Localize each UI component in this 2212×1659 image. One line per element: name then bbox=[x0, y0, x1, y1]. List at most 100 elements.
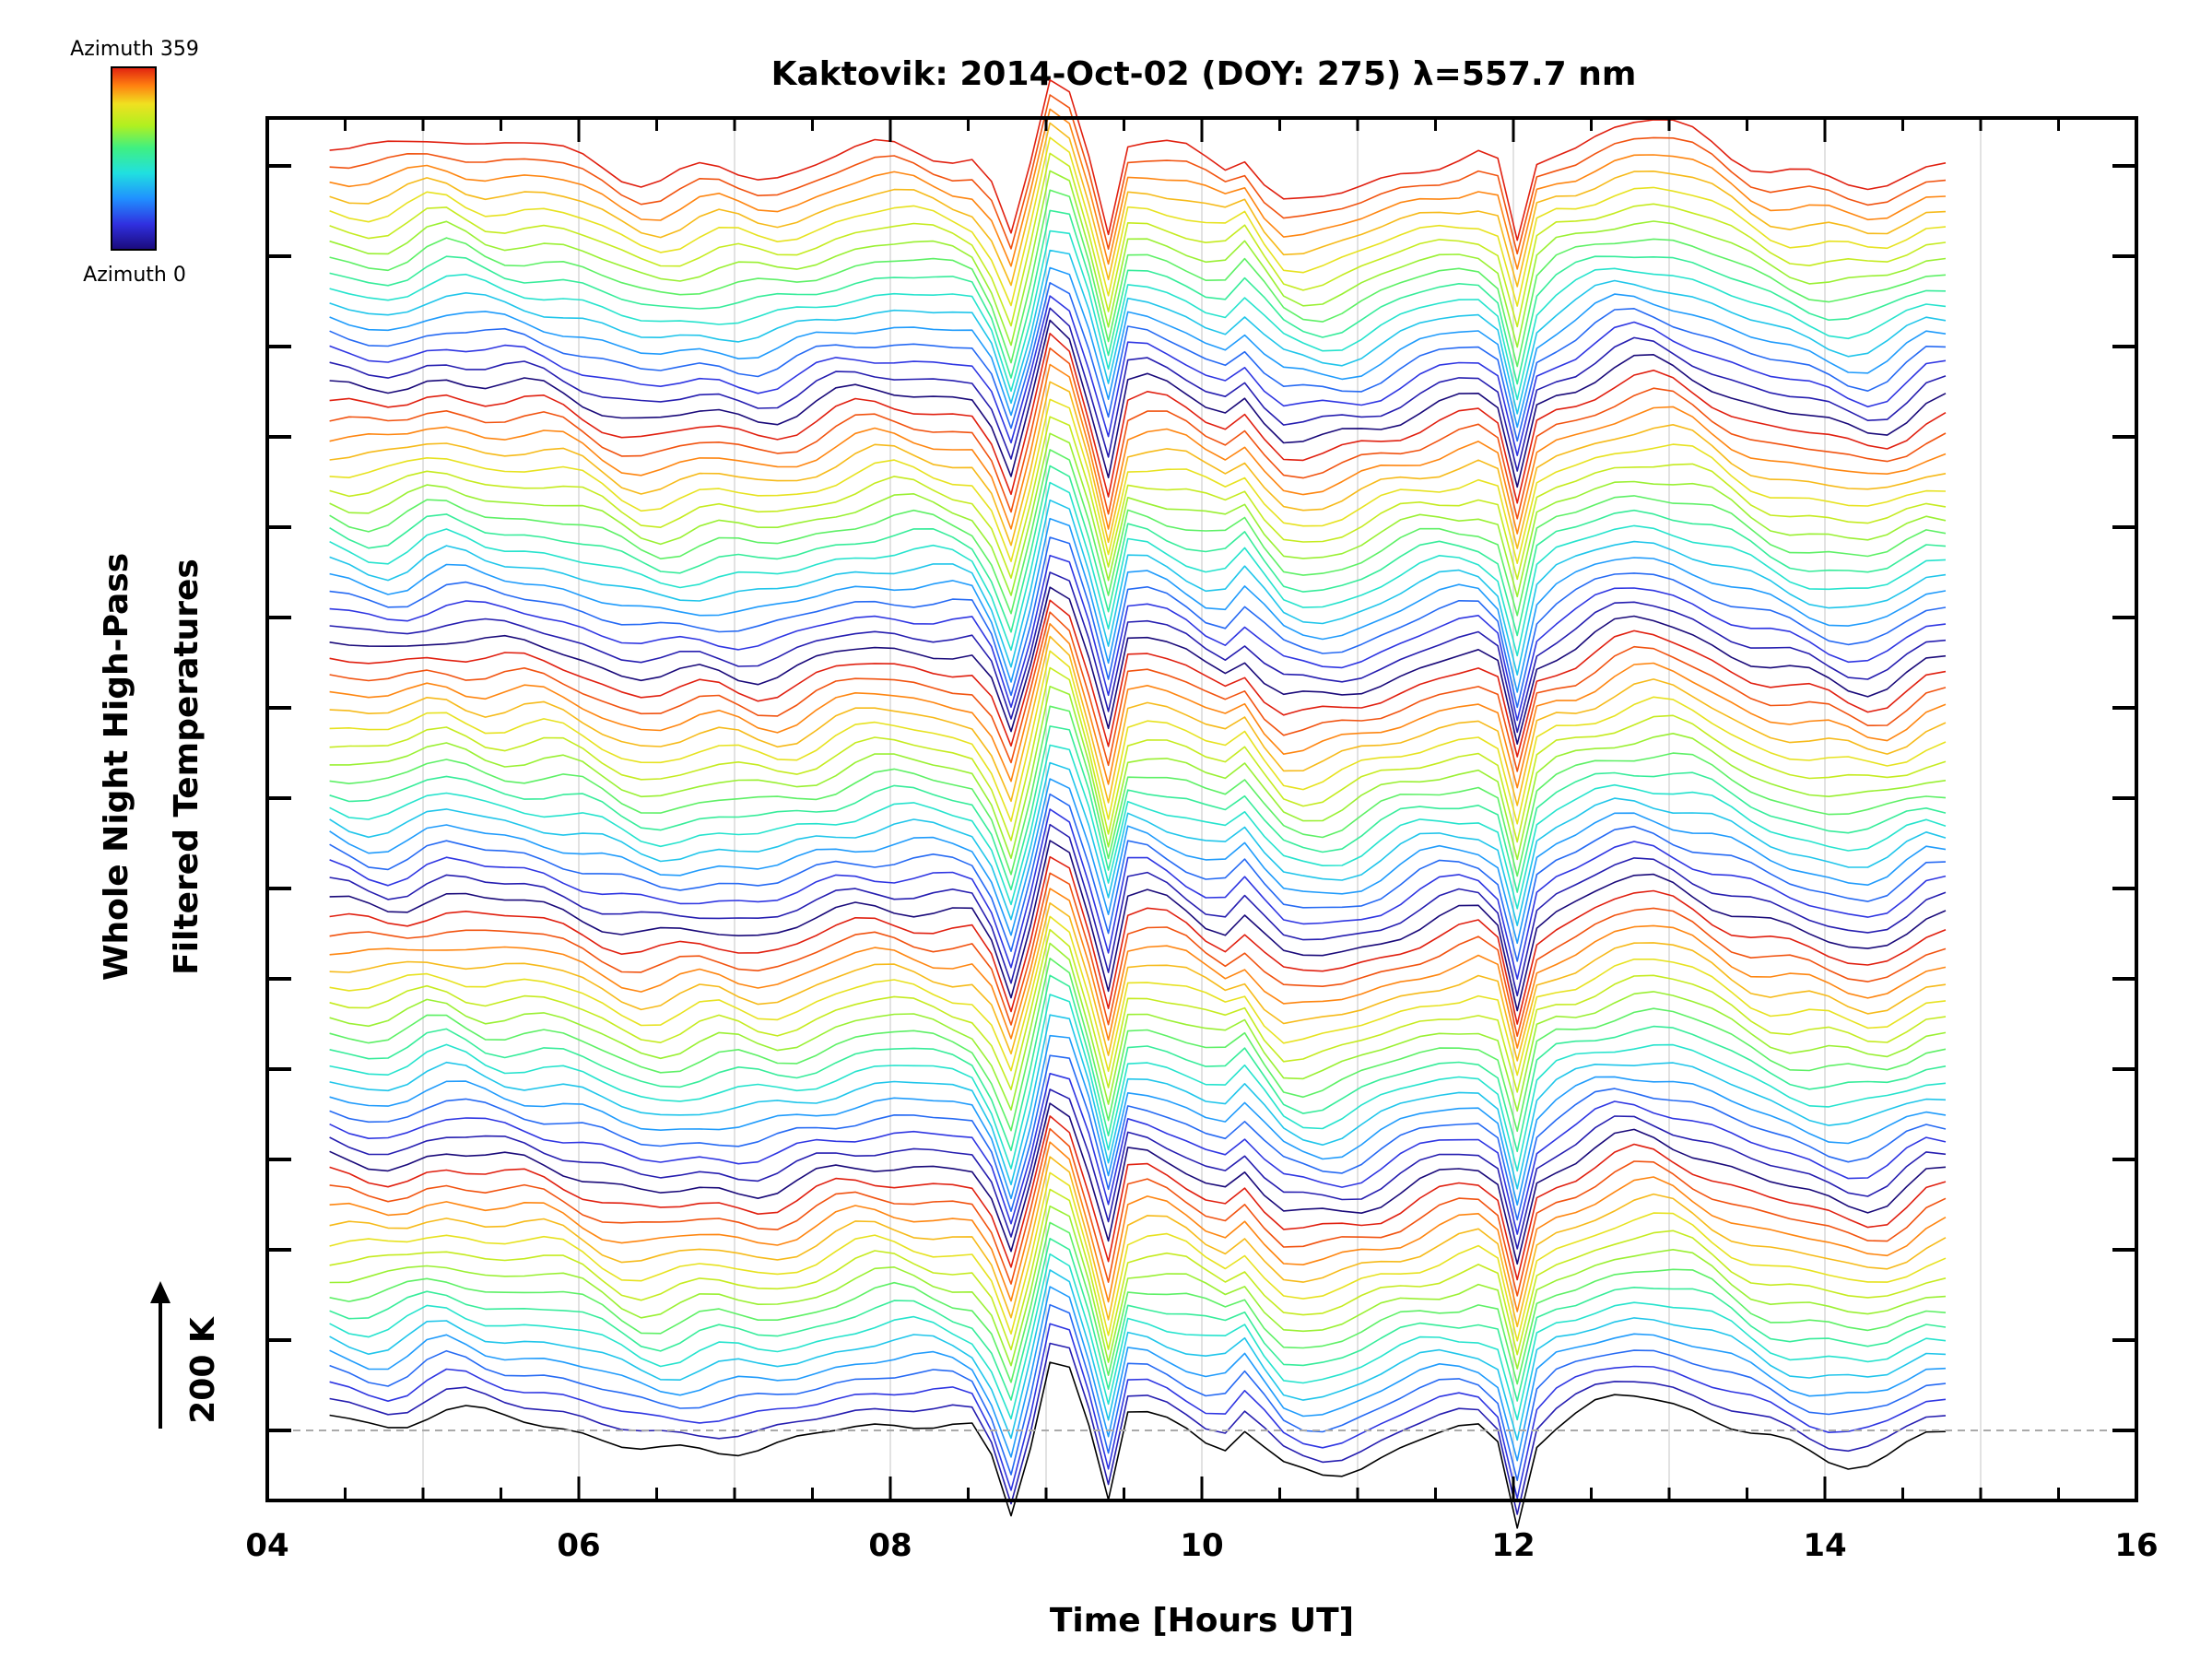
series-line bbox=[329, 333, 1947, 504]
series-line bbox=[329, 1156, 1947, 1328]
plot-area: 04 06 08 10 12 14 16 bbox=[245, 79, 2159, 1564]
series-line bbox=[329, 465, 1947, 637]
series-line bbox=[329, 1303, 1947, 1481]
series-line bbox=[329, 108, 1947, 270]
series-line bbox=[329, 725, 1947, 893]
series-line bbox=[329, 666, 1947, 843]
series-line bbox=[329, 517, 1947, 693]
y-axis-label-line1: Whole Night High-Pass bbox=[98, 553, 135, 981]
series-line bbox=[329, 432, 1947, 598]
series-line bbox=[329, 1171, 1947, 1342]
series-line bbox=[329, 282, 1947, 442]
series-line bbox=[329, 855, 1947, 1025]
series-line bbox=[329, 915, 1947, 1077]
series-line bbox=[329, 808, 1947, 980]
series-line bbox=[329, 416, 1947, 581]
series-line bbox=[329, 347, 1947, 520]
series-line bbox=[329, 888, 1947, 1049]
series-line bbox=[329, 152, 1947, 328]
x-tick-label: 04 bbox=[245, 1527, 288, 1564]
series-line bbox=[329, 295, 1947, 456]
x-tick-label: 12 bbox=[1491, 1527, 1535, 1564]
colorbar bbox=[111, 66, 157, 251]
series-line bbox=[329, 1286, 1947, 1462]
series-line bbox=[329, 599, 1947, 758]
series-line bbox=[329, 778, 1947, 945]
series-line bbox=[329, 586, 1947, 745]
series-line bbox=[329, 994, 1947, 1172]
series-line bbox=[329, 1127, 1947, 1297]
series-line bbox=[329, 209, 1947, 385]
series-line bbox=[329, 266, 1947, 429]
scale-bar: 200 K bbox=[150, 1281, 222, 1429]
series-line bbox=[329, 1141, 1947, 1312]
series-line bbox=[329, 623, 1947, 789]
series-line bbox=[329, 381, 1947, 549]
series-line bbox=[329, 94, 1947, 255]
series-line bbox=[329, 249, 1947, 415]
series-line bbox=[329, 499, 1947, 676]
series-line bbox=[329, 319, 1947, 488]
series-line bbox=[329, 122, 1947, 288]
series-line bbox=[329, 611, 1947, 772]
series-line bbox=[329, 136, 1947, 307]
axis-ticks: 04 06 08 10 12 14 16 bbox=[245, 118, 2159, 1564]
series-line bbox=[329, 536, 1947, 709]
series-line bbox=[329, 1221, 1947, 1385]
series-line bbox=[329, 974, 1947, 1153]
series-line bbox=[329, 902, 1947, 1062]
series-line bbox=[329, 1361, 1947, 1529]
series-line bbox=[329, 170, 1947, 348]
series-line bbox=[329, 928, 1947, 1093]
series-line bbox=[329, 958, 1947, 1133]
x-tick-label: 10 bbox=[1180, 1527, 1223, 1564]
series-line bbox=[329, 705, 1947, 877]
series-line bbox=[329, 1342, 1947, 1515]
series-line bbox=[329, 840, 1947, 1012]
series-line bbox=[329, 1115, 1947, 1281]
series-line bbox=[329, 823, 1947, 997]
scale-bar-label: 200 K bbox=[184, 1316, 222, 1424]
colorbar-bottom-label: Azimuth 0 bbox=[83, 264, 186, 287]
series-line bbox=[329, 635, 1947, 806]
x-tick-label: 16 bbox=[2114, 1527, 2158, 1564]
series-line bbox=[329, 1205, 1947, 1370]
chart-title: Kaktovik: 2014-Oct-02 (DOY: 275) λ=557.7… bbox=[771, 55, 1637, 93]
x-tick-label: 14 bbox=[1803, 1527, 1846, 1564]
series-line bbox=[329, 942, 1947, 1112]
series-line bbox=[329, 79, 1947, 241]
series-line bbox=[329, 1238, 1947, 1402]
colorbar-top-label: Azimuth 359 bbox=[70, 38, 199, 61]
series-line bbox=[329, 761, 1947, 926]
series-line bbox=[329, 307, 1947, 472]
series-line bbox=[329, 571, 1947, 734]
series-line bbox=[329, 449, 1947, 617]
series-line bbox=[329, 744, 1947, 910]
x-tick-label: 08 bbox=[868, 1527, 912, 1564]
series-line bbox=[329, 363, 1947, 535]
series-line bbox=[329, 481, 1947, 657]
series-line bbox=[329, 1014, 1947, 1190]
series-group bbox=[329, 79, 1947, 1529]
series-line bbox=[329, 398, 1947, 564]
series-line bbox=[329, 872, 1947, 1037]
series-line bbox=[329, 1088, 1947, 1250]
series-line bbox=[329, 229, 1947, 401]
y-axis-label-line2: Filtered Temperatures bbox=[168, 559, 206, 975]
series-line bbox=[329, 1034, 1947, 1206]
series-line bbox=[329, 1323, 1947, 1500]
series-line bbox=[329, 793, 1947, 962]
series-line bbox=[329, 1073, 1947, 1235]
series-line bbox=[329, 1054, 1947, 1221]
series-line bbox=[329, 650, 1947, 825]
series-line bbox=[329, 1269, 1947, 1441]
series-line bbox=[329, 1188, 1947, 1356]
x-axis-label: Time [Hours UT] bbox=[1050, 1602, 1354, 1640]
series-line bbox=[329, 686, 1947, 861]
x-tick-label: 06 bbox=[557, 1527, 600, 1564]
series-line bbox=[329, 189, 1947, 368]
series-line bbox=[329, 1102, 1947, 1265]
series-line bbox=[329, 1253, 1947, 1421]
series-line bbox=[329, 554, 1947, 722]
